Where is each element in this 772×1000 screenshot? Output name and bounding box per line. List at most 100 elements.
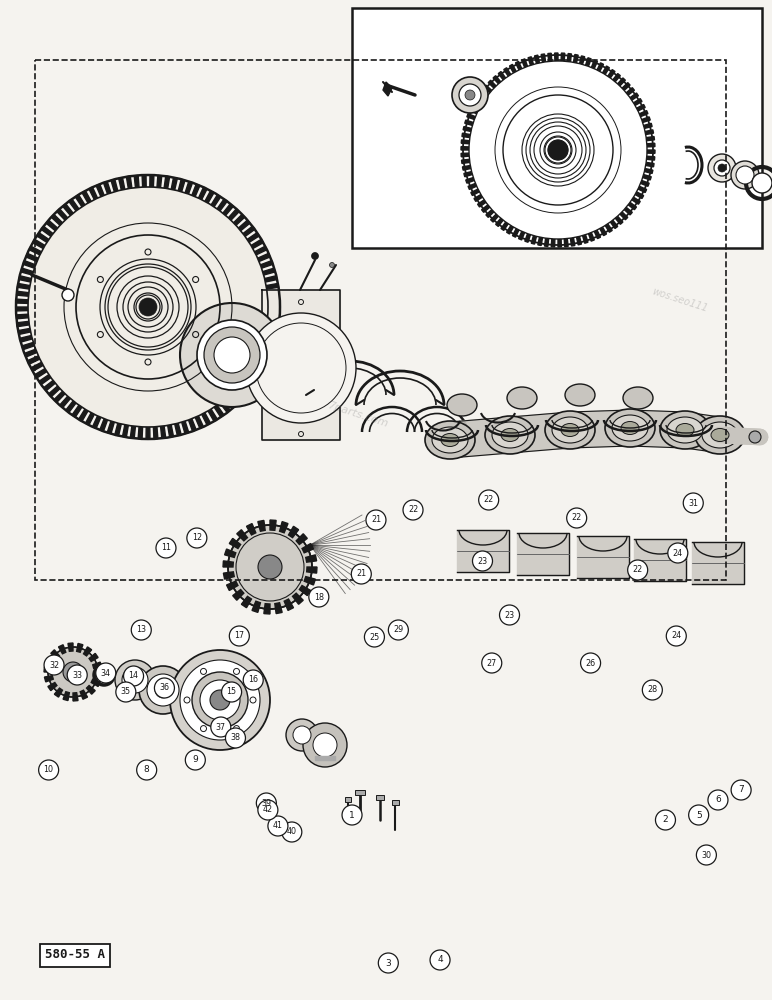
Polygon shape xyxy=(462,165,471,170)
Circle shape xyxy=(63,662,83,682)
Text: 37: 37 xyxy=(215,722,226,732)
Polygon shape xyxy=(531,236,537,244)
Circle shape xyxy=(187,528,207,548)
Text: wos.seo111: wos.seo111 xyxy=(650,286,709,314)
Polygon shape xyxy=(641,180,649,186)
Polygon shape xyxy=(225,549,235,557)
Polygon shape xyxy=(474,194,482,201)
Polygon shape xyxy=(383,82,392,96)
Polygon shape xyxy=(602,66,609,75)
Polygon shape xyxy=(229,538,241,548)
Polygon shape xyxy=(525,234,530,242)
Circle shape xyxy=(137,760,157,780)
Text: 2: 2 xyxy=(662,816,669,824)
Polygon shape xyxy=(605,224,612,232)
Circle shape xyxy=(185,750,205,770)
Polygon shape xyxy=(37,233,49,242)
Text: 22: 22 xyxy=(632,566,643,574)
Polygon shape xyxy=(558,239,561,247)
Circle shape xyxy=(293,726,311,744)
Polygon shape xyxy=(217,199,227,211)
Polygon shape xyxy=(501,222,508,230)
Circle shape xyxy=(313,733,337,757)
Text: 14: 14 xyxy=(129,672,138,680)
Polygon shape xyxy=(119,177,125,190)
Circle shape xyxy=(668,543,688,563)
Polygon shape xyxy=(647,143,655,147)
Polygon shape xyxy=(31,362,43,371)
Polygon shape xyxy=(188,419,196,431)
Circle shape xyxy=(567,508,587,528)
Polygon shape xyxy=(642,117,650,122)
Polygon shape xyxy=(226,581,238,590)
Polygon shape xyxy=(48,682,57,691)
Circle shape xyxy=(689,805,709,825)
Circle shape xyxy=(268,816,288,836)
Circle shape xyxy=(200,680,240,720)
Polygon shape xyxy=(631,197,640,204)
Polygon shape xyxy=(247,233,259,242)
Polygon shape xyxy=(302,544,313,553)
Polygon shape xyxy=(554,53,558,61)
Polygon shape xyxy=(150,175,154,187)
Text: 42: 42 xyxy=(262,806,273,814)
Polygon shape xyxy=(16,307,28,311)
Text: 21: 21 xyxy=(371,516,381,524)
Circle shape xyxy=(366,510,386,530)
Circle shape xyxy=(156,538,176,558)
Polygon shape xyxy=(63,204,73,215)
Circle shape xyxy=(139,298,157,316)
Polygon shape xyxy=(463,127,472,131)
Polygon shape xyxy=(154,427,157,439)
Text: 30: 30 xyxy=(702,850,711,859)
Circle shape xyxy=(28,187,268,427)
Text: 13: 13 xyxy=(137,626,146,635)
Polygon shape xyxy=(76,643,83,652)
Polygon shape xyxy=(591,60,598,69)
Ellipse shape xyxy=(561,424,579,436)
Polygon shape xyxy=(289,526,299,538)
Polygon shape xyxy=(96,184,104,197)
Polygon shape xyxy=(493,76,501,84)
Polygon shape xyxy=(637,104,645,111)
Polygon shape xyxy=(231,391,242,402)
Ellipse shape xyxy=(711,428,729,442)
Polygon shape xyxy=(249,369,261,378)
Polygon shape xyxy=(89,653,98,662)
Polygon shape xyxy=(476,96,484,103)
Text: 23: 23 xyxy=(477,556,488,566)
Polygon shape xyxy=(239,220,250,231)
Polygon shape xyxy=(564,239,568,247)
Polygon shape xyxy=(279,522,288,533)
Polygon shape xyxy=(472,102,481,108)
Polygon shape xyxy=(468,183,476,189)
Polygon shape xyxy=(457,530,509,572)
Circle shape xyxy=(303,723,347,767)
Polygon shape xyxy=(574,54,578,63)
Bar xyxy=(352,8,762,248)
Polygon shape xyxy=(214,405,224,417)
Polygon shape xyxy=(692,542,744,584)
Polygon shape xyxy=(16,299,29,303)
Polygon shape xyxy=(82,191,91,203)
Polygon shape xyxy=(171,177,178,190)
Text: 24: 24 xyxy=(672,548,683,558)
Circle shape xyxy=(222,682,242,702)
Polygon shape xyxy=(130,426,135,438)
Polygon shape xyxy=(626,88,635,95)
Polygon shape xyxy=(645,169,653,173)
Polygon shape xyxy=(685,412,720,453)
Ellipse shape xyxy=(660,411,710,449)
Text: 36: 36 xyxy=(160,684,169,692)
Polygon shape xyxy=(76,195,85,207)
Polygon shape xyxy=(20,335,32,342)
Text: 32: 32 xyxy=(49,660,59,670)
Polygon shape xyxy=(59,396,70,408)
Circle shape xyxy=(708,154,736,182)
Polygon shape xyxy=(195,416,204,428)
Polygon shape xyxy=(205,191,214,203)
Polygon shape xyxy=(544,238,549,246)
Polygon shape xyxy=(275,603,282,614)
Polygon shape xyxy=(618,78,625,86)
Polygon shape xyxy=(634,539,686,581)
